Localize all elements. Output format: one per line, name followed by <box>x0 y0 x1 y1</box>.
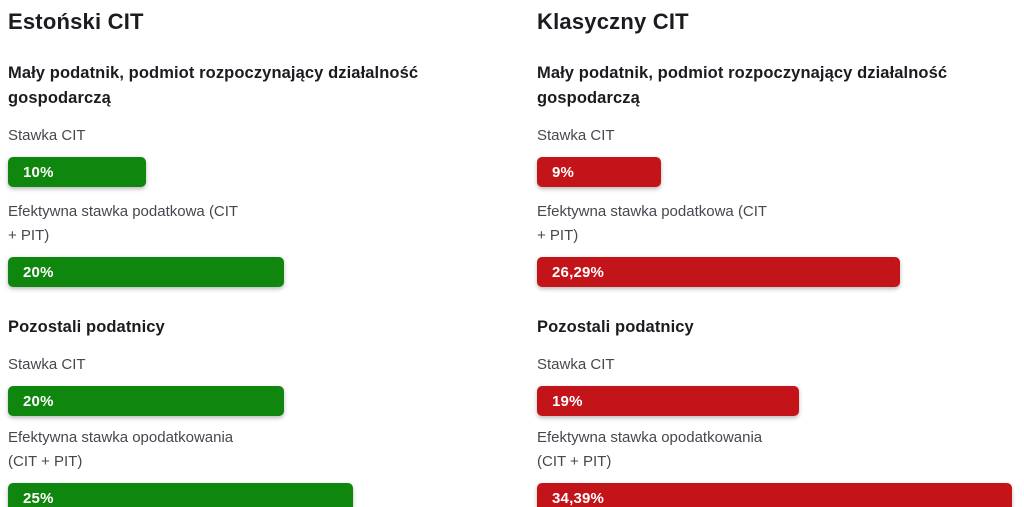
stat-label: Efektywna stawka podatkowa (CIT + PIT) <box>537 203 767 244</box>
stat-bar: 19% <box>537 386 799 416</box>
stat-label: Stawka CIT <box>8 127 86 144</box>
stat-bar: 25% <box>8 483 353 507</box>
column-title-klasyczny: Klasyczny CIT <box>537 9 689 34</box>
stat-bar: 9% <box>537 157 661 187</box>
section-maly-podatnik: Mały podatnik, podmiot rozpoczynający dz… <box>8 61 496 287</box>
stat-label: Stawka CIT <box>537 127 615 144</box>
stat-efektywna-stawka: Efektywna stawka opodatkowania (CIT + PI… <box>8 426 496 507</box>
stat-stawka-cit: Stawka CIT 19% <box>537 353 1024 416</box>
stat-bar-value: 10% <box>23 163 54 181</box>
stat-bar-value: 26,29% <box>552 263 605 281</box>
stat-bar: 34,39% <box>537 483 1012 507</box>
column-title-estonski: Estoński CIT <box>8 9 144 34</box>
section-maly-podatnik: Mały podatnik, podmiot rozpoczynający dz… <box>537 61 1024 287</box>
stat-efektywna-stawka: Efektywna stawka podatkowa (CIT + PIT) 2… <box>8 200 496 287</box>
stat-bar-value: 34,39% <box>552 489 605 507</box>
section-heading: Pozostali podatnicy <box>8 318 165 336</box>
column-estonski-cit: Estoński CIT Mały podatnik, podmiot rozp… <box>8 0 496 507</box>
stat-efektywna-stawka: Efektywna stawka podatkowa (CIT + PIT) 2… <box>537 200 1024 287</box>
stat-label: Stawka CIT <box>8 356 86 373</box>
stat-bar: 20% <box>8 257 284 287</box>
stat-stawka-cit: Stawka CIT 20% <box>8 353 496 416</box>
stat-label: Efektywna stawka opodatkowania (CIT + PI… <box>537 429 763 470</box>
stat-bar: 20% <box>8 386 284 416</box>
stat-stawka-cit: Stawka CIT 10% <box>8 124 496 187</box>
stat-bar-value: 19% <box>552 392 583 410</box>
section-heading: Pozostali podatnicy <box>537 318 694 336</box>
stat-label: Efektywna stawka opodatkowania (CIT + PI… <box>8 429 234 470</box>
section-heading: Mały podatnik, podmiot rozpoczynający dz… <box>8 64 419 107</box>
stat-label: Efektywna stawka podatkowa (CIT + PIT) <box>8 203 238 244</box>
stat-bar: 10% <box>8 157 146 187</box>
section-pozostali-podatnicy: Pozostali podatnicy Stawka CIT 19% Efekt… <box>537 315 1024 507</box>
section-pozostali-podatnicy: Pozostali podatnicy Stawka CIT 20% Efekt… <box>8 315 496 507</box>
stat-label: Stawka CIT <box>537 356 615 373</box>
stat-efektywna-stawka: Efektywna stawka opodatkowania (CIT + PI… <box>537 426 1024 507</box>
column-klasyczny-cit: Klasyczny CIT Mały podatnik, podmiot roz… <box>537 0 1024 507</box>
stat-bar-value: 25% <box>23 489 54 507</box>
section-heading: Mały podatnik, podmiot rozpoczynający dz… <box>537 64 948 107</box>
stat-bar-value: 20% <box>23 392 54 410</box>
stat-bar: 26,29% <box>537 257 900 287</box>
stat-stawka-cit: Stawka CIT 9% <box>537 124 1024 187</box>
stat-bar-value: 9% <box>552 163 575 181</box>
stat-bar-value: 20% <box>23 263 54 281</box>
